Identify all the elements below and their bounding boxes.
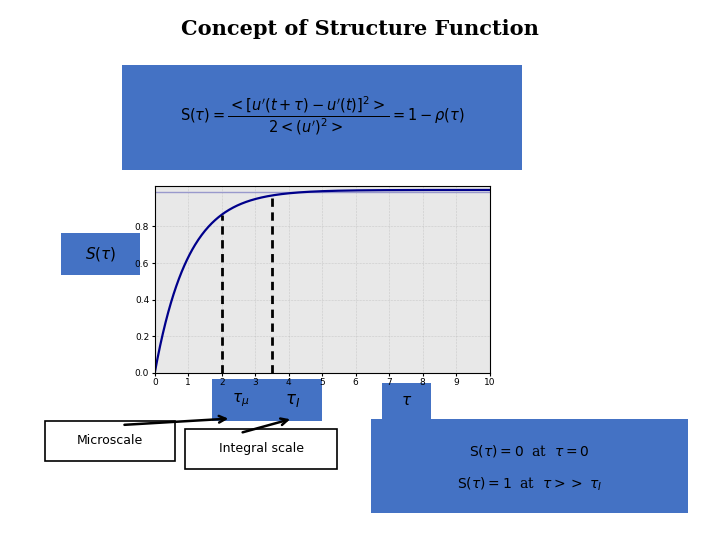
Text: $\tau$: $\tau$ [401,394,412,408]
Text: $S(\tau)$: $S(\tau)$ [85,245,117,264]
FancyBboxPatch shape [45,421,175,461]
Text: $\tau_{I}$: $\tau_{I}$ [285,392,300,409]
Text: $\mathrm{S}(\tau) = 1$  at  $\tau >> \ \tau_I$: $\mathrm{S}(\tau) = 1$ at $\tau >> \ \ta… [456,475,602,493]
Text: $\mathrm{S}(\tau) = 0$  at  $\tau = 0$: $\mathrm{S}(\tau) = 0$ at $\tau = 0$ [469,443,590,458]
Text: Microscale: Microscale [76,434,143,447]
Text: $\tau_{\mu}$: $\tau_{\mu}$ [233,392,250,409]
FancyBboxPatch shape [264,379,322,421]
Text: $\mathrm{S}(\tau) = \dfrac{<\left[u'(t+\tau)-u'(t)\right]^2>}{2<(u')^2>} = 1-\rh: $\mathrm{S}(\tau) = \dfrac{<\left[u'(t+\… [180,94,464,137]
FancyBboxPatch shape [185,429,337,469]
FancyBboxPatch shape [212,379,270,421]
Text: Integral scale: Integral scale [218,442,304,455]
FancyBboxPatch shape [382,383,431,418]
FancyBboxPatch shape [61,233,140,275]
Text: Concept of Structure Function: Concept of Structure Function [181,19,539,39]
FancyBboxPatch shape [371,418,688,513]
FancyBboxPatch shape [122,65,522,170]
